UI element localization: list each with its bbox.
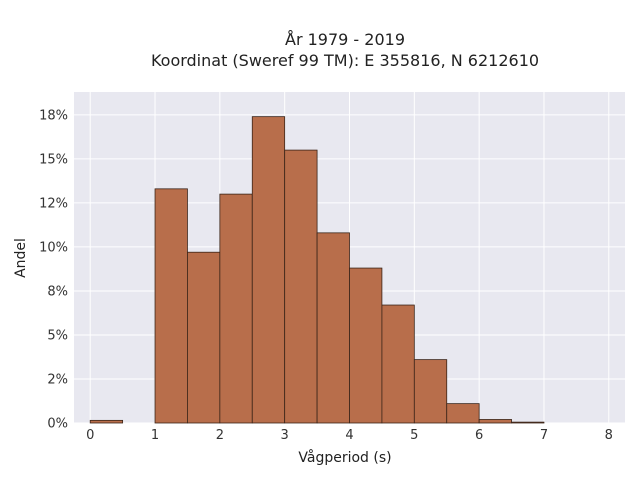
y-tick-label: 12% [39,196,68,211]
x-tick-labels: 0 1 2 3 4 5 6 7 8 [86,428,613,443]
chart-title-line2: Koordinat (Sweref 99 TM): E 355816, N 62… [151,51,539,70]
histogram-bar [316,232,350,424]
histogram-bar [413,359,448,424]
y-tick-label: 5% [47,328,68,343]
y-tick-label: 0% [47,417,68,432]
histogram-bar [478,419,512,424]
histogram-bar [154,188,188,424]
x-tick-label: 1 [151,428,159,443]
x-tick-label: 3 [281,428,289,443]
histogram-bar [251,116,286,424]
x-tick-label: 0 [86,428,94,443]
y-tick-labels: 0% 2% 5% 8% 10% 12% 15% 18% [39,108,68,431]
x-tick-label: 7 [540,428,548,443]
histogram-bar [446,403,480,424]
x-tick-label: 8 [605,428,613,443]
x-tick-label: 5 [410,428,418,443]
y-tick-label: 2% [47,372,68,387]
y-tick-label: 10% [39,240,68,255]
chart-title-line1: År 1979 - 2019 [285,30,405,49]
y-axis-label: Andel [13,238,29,278]
y-tick-label: 18% [39,108,68,123]
bars [89,116,545,424]
histogram-bar [511,421,545,424]
y-tick-label: 15% [39,152,68,167]
x-tick-label: 4 [345,428,353,443]
x-axis-label: Vågperiod (s) [298,449,391,466]
y-tick-label: 8% [47,284,68,299]
histogram-bar [349,267,383,424]
histogram-bar [89,419,124,424]
x-tick-label: 6 [475,428,483,443]
histogram-bar [219,193,253,424]
histogram-bar [284,149,318,424]
histogram-bar [381,304,415,424]
x-tick-label: 2 [216,428,224,443]
histogram-bar [187,251,221,424]
